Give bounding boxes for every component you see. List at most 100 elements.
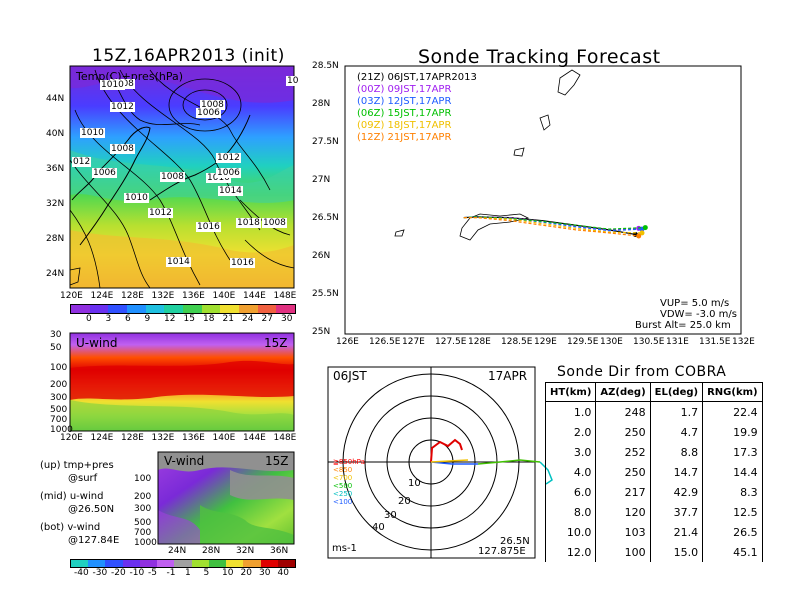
track-param: VUP= 5.0 m/s (660, 298, 730, 309)
track-x-tick: 128.5E (501, 337, 533, 347)
track-map (344, 65, 742, 335)
vwind-time: 15Z (265, 454, 289, 468)
track-legend-item: (03Z) 12JST,17APR (357, 96, 452, 107)
sonde-cell: 12.5 (702, 502, 763, 522)
sonde-cell: 8.0 (544, 502, 597, 522)
wind-colorbar-tick: -1 (166, 568, 176, 578)
sonde-cell: 21.4 (649, 522, 704, 542)
sonde-cell: 6.0 (544, 482, 597, 502)
vwind-panel (157, 451, 295, 545)
sonde-cell: 217 (595, 482, 651, 502)
sonde-cell: 2.0 (544, 422, 597, 442)
legend-line: (up) tmp+pres (40, 460, 114, 471)
sonde-row: 2.0 250 4.7 19.9 (544, 422, 763, 442)
track-endpoint (639, 230, 645, 236)
polar-pressure-key: ≧850hPa (333, 458, 365, 466)
pressure-label: 1014 (166, 257, 191, 267)
polar-plot (327, 366, 553, 559)
vwind-x-tick: 32N (236, 546, 255, 556)
sonde-cell: 8.8 (649, 442, 704, 462)
temp-colorbar-tick: 18 (203, 314, 215, 324)
track-line (463, 217, 639, 237)
legend-sub: @127.84E (68, 535, 120, 546)
sonde-row: 8.0 120 37.7 12.5 (544, 502, 763, 522)
map-x-tick: 140E (212, 291, 236, 301)
wind-colorbar-tick: -5 (148, 568, 157, 578)
wind-colorbar (70, 559, 296, 568)
vwind-y-tick: 1000 (134, 538, 157, 548)
sonde-row: 12.0 100 15.0 45.1 (544, 542, 763, 562)
track-legend-item: (12Z) 21JST,17APR (357, 132, 452, 143)
track-x-tick: 128E (468, 337, 491, 347)
legend-sub: @26.50N (68, 504, 115, 515)
sonde-cell: 42.9 (649, 482, 704, 502)
map-y-tick: 44N (46, 94, 65, 104)
uwind-y-tick: 100 (50, 363, 68, 373)
vwind-y-tick: 100 (134, 474, 152, 484)
sonde-row: 3.0 252 8.8 17.3 (544, 442, 763, 462)
track-y-tick: 25N (312, 327, 331, 337)
sonde-cell: 3.0 (544, 442, 597, 462)
uwind-y-tick: 200 (50, 380, 68, 390)
uwind-y-tick: 500 (50, 405, 68, 415)
uwind-x-tick: 132E (151, 433, 175, 443)
track-y-tick: 25.5N (312, 289, 339, 299)
wind-colorbar-tick: -40 (74, 568, 89, 578)
pressure-label: 1012 (110, 102, 135, 112)
track-endpoint (636, 233, 642, 239)
uwind-x-tick: 140E (212, 433, 236, 443)
pressure-label: 1016 (196, 222, 221, 232)
track-y-tick: 28.5N (312, 61, 339, 71)
polar-pressure-key: <100 (333, 498, 353, 506)
track-endpoint (642, 225, 648, 231)
pressure-label: 012 (72, 157, 92, 167)
polar-ring-label: 40 (372, 522, 385, 533)
polar-ring-label: 30 (384, 510, 397, 521)
sonde-header-cell: RNG(km) (702, 382, 763, 402)
polar-date: 17APR (488, 369, 528, 383)
temp-colorbar (70, 304, 296, 314)
map-y-tick: 32N (46, 199, 65, 209)
track-title: Sonde Tracking Forecast (418, 46, 661, 68)
sonde-cell: 17.3 (702, 442, 763, 462)
pressure-label: 1008 (200, 100, 225, 110)
pressure-label: 10 (286, 76, 300, 86)
vwind-label: V-wind (164, 454, 205, 468)
pressure-label: 1006 (92, 168, 117, 178)
track-legend-item: (21Z) 06JST,17APR2013 (357, 72, 477, 83)
legend-line: (bot) v-wind (40, 522, 101, 533)
uwind-x-tick: 144E (243, 433, 266, 443)
uwind-panel (69, 332, 295, 432)
sonde-cell: 4.0 (544, 462, 597, 482)
map-x-tick: 124E (90, 291, 114, 301)
pressure-label: 1010 (206, 173, 231, 183)
track-x-tick: 127.5E (435, 337, 467, 347)
uwind-x-tick: 136E (182, 433, 205, 443)
track-param: Burst Alt= 25.0 km (635, 320, 731, 331)
temp-colorbar-tick: 0 (86, 314, 92, 324)
polar-pressure-key: <500 (333, 482, 353, 490)
track-legend-item: (09Z) 18JST,17APR (357, 120, 452, 131)
wind-colorbar-tick: 20 (240, 568, 252, 578)
track-x-tick: 129.5E (567, 337, 599, 347)
sonde-row: 4.0 250 14.7 14.4 (544, 462, 763, 482)
uwind-x-tick: 120E (60, 433, 83, 443)
sonde-row: 1.0 248 1.7 22.4 (544, 401, 763, 422)
temp-colorbar-tick: 6 (125, 314, 131, 324)
temp-colorbar-tick: 24 (242, 314, 254, 324)
sonde-header-cell: EL(deg) (649, 382, 704, 402)
sonde-header-cell: HT(km) (544, 382, 597, 402)
uwind-y-tick: 1000 (50, 425, 73, 435)
wind-colorbar-tick: 30 (259, 568, 271, 578)
map-y-tick: 28N (46, 234, 65, 244)
uwind-y-tick: 30 (50, 330, 62, 340)
temp-colorbar-tick: 3 (105, 314, 112, 324)
temp-colorbar-tick: 9 (144, 314, 151, 324)
pressure-label: 1010 (100, 80, 125, 90)
pressure-label: 1008 (160, 172, 185, 182)
uwind-y-tick: 50 (50, 343, 62, 353)
track-x-tick: 126.5E (369, 337, 401, 347)
sonde-cell: 10.0 (544, 522, 597, 542)
pressure-label: 1014 (218, 186, 243, 196)
wind-colorbar-tick: -10 (129, 568, 145, 578)
